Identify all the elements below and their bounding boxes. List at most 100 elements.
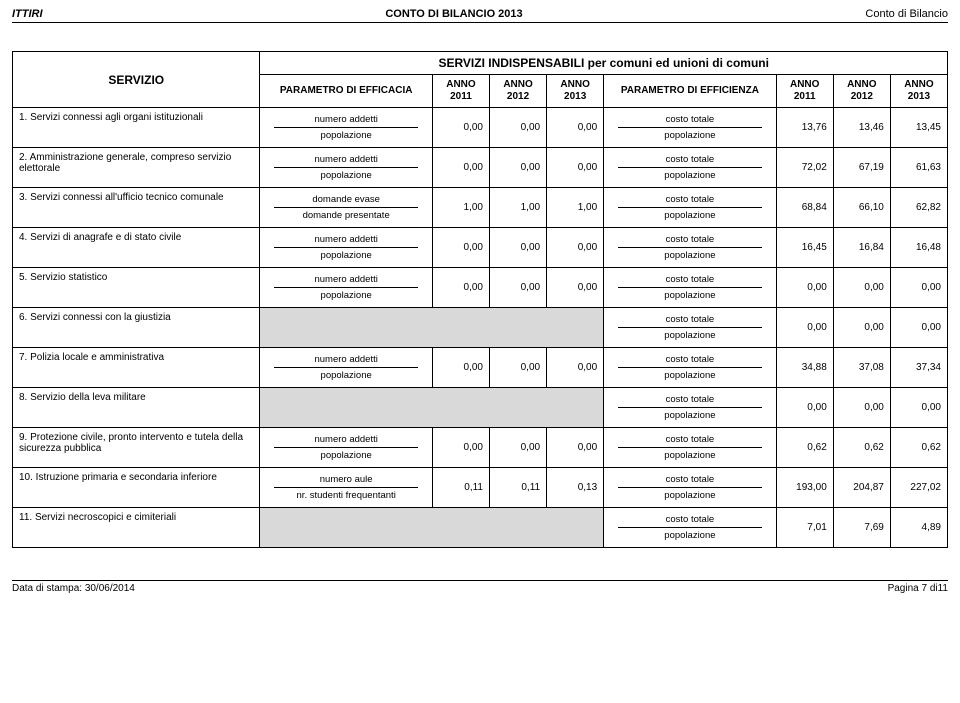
efficacia-param: numero addettipopolazione <box>260 268 432 308</box>
efficienza-value: 13,45 <box>890 108 947 148</box>
efficienza-denominator: popolazione <box>664 450 715 461</box>
efficacia-value: 0,00 <box>490 108 547 148</box>
efficacia-value: 0,00 <box>432 348 489 388</box>
efficienza-numerator: costo totale <box>666 394 715 405</box>
efficacia-value: 0,00 <box>432 148 489 188</box>
col-anno-2013-b: ANNO 2013 <box>890 75 947 108</box>
col-anno-2011-a: ANNO 2011 <box>432 75 489 108</box>
efficacia-value: 0,00 <box>490 428 547 468</box>
header-left: ITTIRI <box>12 8 43 20</box>
efficacia-value: 0,11 <box>490 468 547 508</box>
efficienza-value: 66,10 <box>833 188 890 228</box>
table-title: SERVIZI INDISPENSABILI per comuni ed uni… <box>260 52 948 75</box>
efficienza-value: 72,02 <box>776 148 833 188</box>
efficienza-numerator: costo totale <box>666 114 715 125</box>
efficacia-value: 1,00 <box>490 188 547 228</box>
servizio-cell: 8. Servizio della leva militare <box>13 388 260 428</box>
efficienza-denominator: popolazione <box>664 330 715 341</box>
efficienza-param: costo totalepopolazione <box>604 468 776 508</box>
efficienza-param: costo totale popolazione <box>604 228 776 268</box>
efficacia-value: 0,00 <box>432 108 489 148</box>
efficacia-param: numero addetti popolazione <box>260 348 432 388</box>
efficienza-value: 0,00 <box>776 268 833 308</box>
efficienza-param: costo totale popolazione <box>604 268 776 308</box>
efficacia-numerator: numero addetti <box>314 354 377 365</box>
efficacia-numerator: domande evase <box>312 194 380 205</box>
efficacia-value: 0,00 <box>490 148 547 188</box>
efficienza-value: 0,62 <box>833 428 890 468</box>
efficacia-numerator: numero addetti <box>314 434 377 445</box>
efficienza-numerator: costo totale <box>666 514 715 525</box>
efficacia-value: 0,00 <box>547 428 604 468</box>
efficacia-numerator: numero addetti <box>314 234 377 245</box>
header-right: Conto di Bilancio <box>865 8 948 20</box>
efficacia-value: 0,00 <box>490 348 547 388</box>
efficienza-numerator: costo totale <box>666 354 715 365</box>
efficienza-value: 193,00 <box>776 468 833 508</box>
efficienza-value: 0,00 <box>890 268 947 308</box>
col-param-efficacia: PARAMETRO DI EFFICACIA <box>260 75 432 108</box>
efficacia-value: 1,00 <box>432 188 489 228</box>
servizi-table: SERVIZIO SERVIZI INDISPENSABILI per comu… <box>12 51 948 548</box>
efficienza-value: 16,84 <box>833 228 890 268</box>
col-param-efficienza: PARAMETRO DI EFFICIENZA <box>604 75 776 108</box>
efficacia-value: 0,00 <box>547 228 604 268</box>
efficienza-param: costo totale popolazione <box>604 388 776 428</box>
efficienza-numerator: costo totale <box>666 154 715 165</box>
efficienza-value: 0,00 <box>833 308 890 348</box>
efficienza-value: 0,00 <box>833 268 890 308</box>
servizio-cell: 3. Servizi connessi all'ufficio tecnico … <box>13 188 260 228</box>
efficienza-numerator: costo totale <box>666 234 715 245</box>
page-header: ITTIRI CONTO DI BILANCIO 2013 Conto di B… <box>12 8 948 23</box>
efficacia-denominator: popolazione <box>321 290 372 301</box>
col-anno-2012-a: ANNO 2012 <box>490 75 547 108</box>
efficienza-value: 16,45 <box>776 228 833 268</box>
efficienza-param: costo totalepopolazione <box>604 308 776 348</box>
col-anno-2011-b: ANNO 2011 <box>776 75 833 108</box>
efficacia-denominator: popolazione <box>321 370 372 381</box>
servizio-cell: 5. Servizio statistico <box>13 268 260 308</box>
efficienza-denominator: popolazione <box>664 170 715 181</box>
efficienza-value: 0,62 <box>890 428 947 468</box>
footer-right: Pagina 7 di11 <box>888 583 948 594</box>
efficacia-value: 1,00 <box>547 188 604 228</box>
efficienza-value: 16,48 <box>890 228 947 268</box>
efficienza-value: 61,63 <box>890 148 947 188</box>
table-row: 10. Istruzione primaria e secondaria inf… <box>13 468 948 508</box>
efficacia-param: numero addettipopolazione <box>260 148 432 188</box>
efficienza-denominator: popolazione <box>664 530 715 541</box>
efficacia-value: 0,00 <box>547 348 604 388</box>
efficacia-value: 0,00 <box>547 268 604 308</box>
servizio-cell: 7. Polizia locale e amministrativa <box>13 348 260 388</box>
efficienza-param: costo totalepopolazione <box>604 428 776 468</box>
footer-left: Data di stampa: 30/06/2014 <box>12 583 135 594</box>
efficienza-param: costo totale popolazione <box>604 508 776 548</box>
efficienza-value: 13,76 <box>776 108 833 148</box>
efficienza-numerator: costo totale <box>666 274 715 285</box>
table-row: 3. Servizi connessi all'ufficio tecnico … <box>13 188 948 228</box>
efficacia-value: 0,00 <box>490 228 547 268</box>
efficienza-denominator: popolazione <box>664 290 715 301</box>
efficacia-value: 0,00 <box>547 108 604 148</box>
efficacia-param: numero addettipopolazione <box>260 108 432 148</box>
efficienza-value: 62,82 <box>890 188 947 228</box>
servizio-cell: 9. Protezione civile, pronto intervento … <box>13 428 260 468</box>
efficienza-value: 204,87 <box>833 468 890 508</box>
table-row: 1. Servizi connessi agli organi istituzi… <box>13 108 948 148</box>
efficienza-value: 0,00 <box>776 388 833 428</box>
efficienza-denominator: popolazione <box>664 250 715 261</box>
efficacia-empty <box>260 508 604 548</box>
servizio-cell: 6. Servizi connessi con la giustizia <box>13 308 260 348</box>
efficacia-denominator: popolazione <box>321 450 372 461</box>
table-row: 7. Polizia locale e amministrativanumero… <box>13 348 948 388</box>
servizio-cell: 11. Servizi necroscopici e cimiteriali <box>13 508 260 548</box>
efficienza-value: 37,34 <box>890 348 947 388</box>
efficienza-value: 0,00 <box>890 388 947 428</box>
efficacia-param: numero addetti popolazione <box>260 428 432 468</box>
efficacia-denominator: popolazione <box>321 130 372 141</box>
efficacia-value: 0,13 <box>547 468 604 508</box>
efficacia-param: numero addettipopolazione <box>260 228 432 268</box>
efficienza-param: costo totalepopolazione <box>604 348 776 388</box>
efficienza-value: 37,08 <box>833 348 890 388</box>
efficienza-denominator: popolazione <box>664 410 715 421</box>
